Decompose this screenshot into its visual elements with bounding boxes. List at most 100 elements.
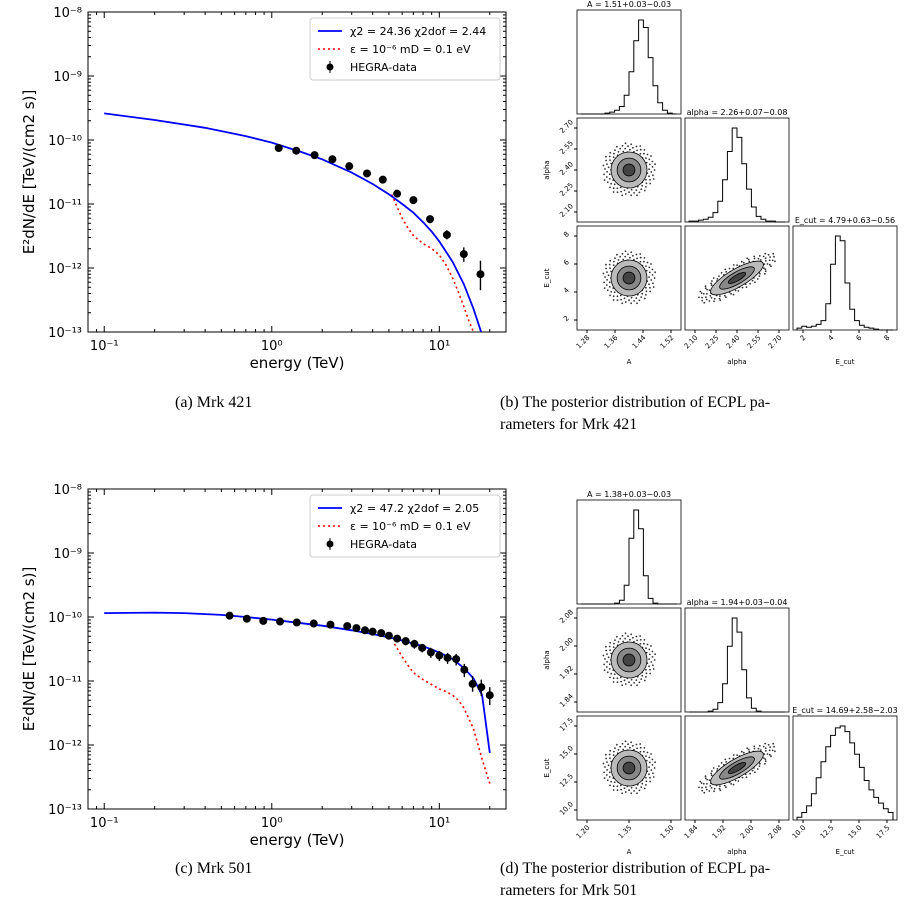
sample-point xyxy=(632,146,634,149)
sample-point xyxy=(643,747,646,749)
corner-y-tick-label: 2.00 xyxy=(558,636,575,653)
sample-point xyxy=(649,780,652,783)
data-point xyxy=(343,622,352,631)
sample-point xyxy=(645,672,648,675)
sample-point xyxy=(633,790,635,792)
corner-x-tick-label: 2.00 xyxy=(739,824,756,841)
sample-point xyxy=(728,757,731,760)
sample-point xyxy=(725,296,727,299)
sample-point xyxy=(725,271,728,273)
sample-point xyxy=(608,281,611,284)
sample-point xyxy=(612,789,615,791)
sample-point xyxy=(639,743,642,745)
sample-point xyxy=(648,163,651,166)
sample-point xyxy=(636,747,638,750)
sample-point xyxy=(736,754,738,756)
corner-cell xyxy=(684,715,790,821)
sample-point xyxy=(653,659,656,661)
sample-point xyxy=(718,765,720,767)
sample-point xyxy=(643,260,645,263)
sample-point xyxy=(643,149,646,151)
sample-point xyxy=(652,178,655,180)
data-point xyxy=(468,679,477,688)
sample-point xyxy=(613,152,615,155)
sample-point xyxy=(605,666,608,668)
sample-point xyxy=(767,743,770,746)
sample-point xyxy=(624,301,627,303)
sample-point xyxy=(764,750,767,752)
sample-point xyxy=(769,746,771,748)
sample-point xyxy=(762,255,765,258)
sample-point xyxy=(701,296,703,299)
data-point xyxy=(292,146,301,155)
sample-point xyxy=(628,681,630,684)
y-tick-label: 10⁻⁸ xyxy=(53,483,82,498)
sample-point xyxy=(764,762,766,765)
sample-point xyxy=(616,743,618,746)
sample-point xyxy=(643,257,646,259)
sample-point xyxy=(701,299,704,302)
sample-point xyxy=(617,749,620,751)
sample-point xyxy=(603,663,605,666)
sample-point xyxy=(605,753,607,756)
sample-point xyxy=(612,187,615,190)
corner-y-tick-label: 8 xyxy=(562,230,571,239)
data-point xyxy=(259,616,268,625)
sed-plot-mrk421: 10⁻¹³ 10⁻¹² 10⁻¹¹ 10⁻¹⁰ 10⁻⁹ 10⁻⁸ 10⁻¹ 10⁰ 10¹ en… xyxy=(20,6,507,372)
corner-x-tick-label: 2 xyxy=(799,334,808,343)
sample-point xyxy=(608,663,611,666)
sample-point xyxy=(645,759,648,762)
sample-point xyxy=(624,193,627,195)
sample-point xyxy=(612,646,615,648)
y-tick-label: 10⁻¹¹ xyxy=(48,675,82,690)
marginal-title: A = 1.51+0.03−0.03 xyxy=(587,0,671,9)
data-point xyxy=(459,250,468,259)
sample-point xyxy=(640,678,643,680)
sample-point xyxy=(630,786,633,789)
sample-point xyxy=(636,194,638,197)
sample-point xyxy=(624,740,627,743)
sample-point xyxy=(616,253,618,256)
sample-point xyxy=(607,274,610,277)
sample-point xyxy=(635,189,638,192)
sample-point xyxy=(645,676,647,678)
data-point xyxy=(377,629,386,638)
sample-point xyxy=(608,173,611,176)
data-point xyxy=(276,617,285,626)
sample-point xyxy=(610,672,613,675)
caption-b-line2: rameters for Mrk 421 xyxy=(500,416,638,433)
sample-point xyxy=(635,743,638,746)
sample-point xyxy=(640,296,643,298)
sample-point xyxy=(753,745,756,748)
legend-label-data: HEGRA-data xyxy=(350,61,417,74)
sample-point xyxy=(728,267,731,270)
corner-x-tick-label: 4 xyxy=(827,333,836,342)
sample-point xyxy=(638,299,641,302)
data-point xyxy=(426,648,435,657)
sample-point xyxy=(648,276,650,278)
sample-point xyxy=(613,673,616,676)
sample-point xyxy=(645,290,648,293)
sample-point xyxy=(732,267,735,270)
sample-point xyxy=(774,260,776,263)
legend-label-alp: ε = 10⁻⁶ mD = 0.1 eV xyxy=(350,520,471,533)
sample-point xyxy=(604,276,606,278)
data-point xyxy=(362,169,371,178)
sample-point xyxy=(613,642,615,645)
sample-point xyxy=(709,785,712,787)
sample-point xyxy=(768,753,771,756)
sample-point xyxy=(639,148,642,151)
caption-a: (a) Mrk 421 xyxy=(175,394,253,411)
sample-point xyxy=(646,751,649,754)
sample-point xyxy=(645,651,648,654)
sample-point xyxy=(650,263,652,265)
sample-point xyxy=(648,665,650,668)
sample-point xyxy=(621,792,624,795)
sample-point xyxy=(629,148,631,151)
y-tick-label: 10⁻⁹ xyxy=(53,547,82,562)
sample-point xyxy=(636,257,638,260)
sample-point xyxy=(758,275,761,277)
sample-point xyxy=(633,300,635,302)
sample-point xyxy=(732,783,735,786)
corner-x-tick-label: 1.20 xyxy=(575,824,592,841)
